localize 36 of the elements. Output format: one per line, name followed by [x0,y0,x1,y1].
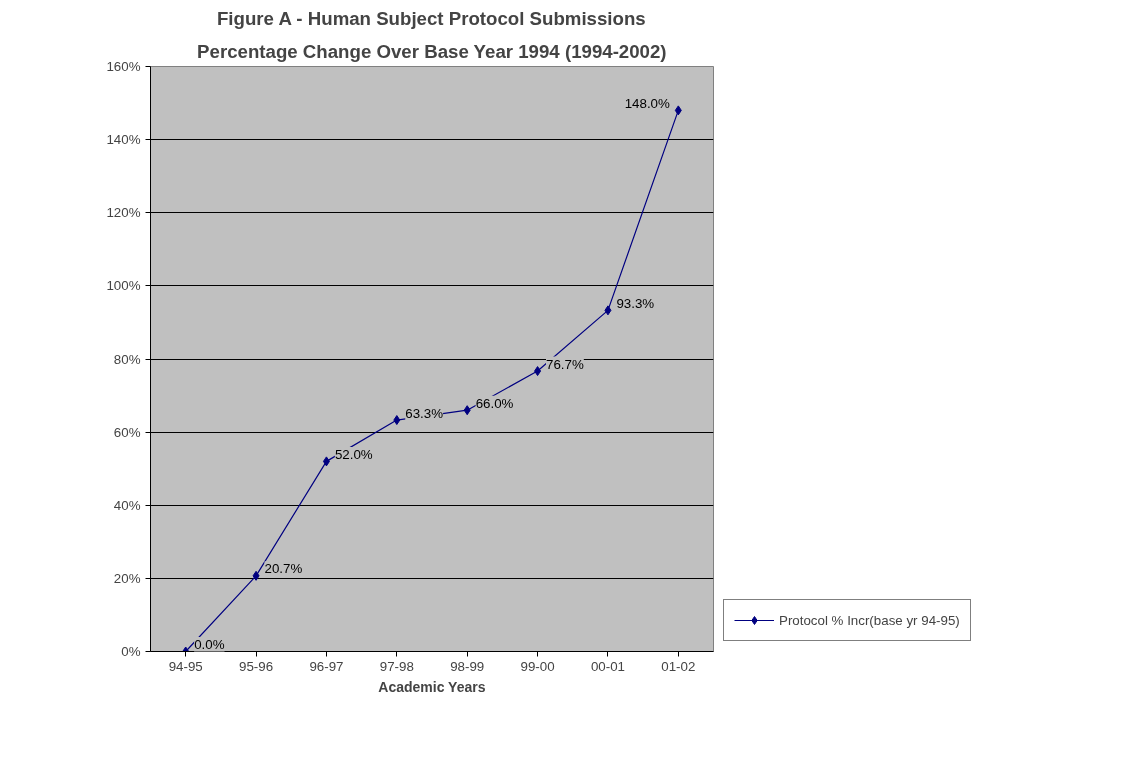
legend-label: Protocol % Incr(base yr 94-95) [779,612,960,628]
point [534,366,542,377]
x-tick-label: 97-98 [379,658,414,674]
x-tick-label: 95-96 [239,658,274,674]
y-tick-label: 120% [106,205,141,221]
y-tick-label: 0% [121,644,141,659]
data-label: 76.7% [546,356,584,372]
y-tick-label: 140% [106,132,141,148]
data-label: 66.0% [475,395,514,411]
y-tick-label: 100% [106,278,141,294]
data-label: 148.0% [624,95,671,111]
y-tick-label: 40% [113,497,141,513]
data-label: 20.7% [264,561,303,577]
x-tick-label: 96-97 [309,658,344,674]
x-tick-label: 98-99 [450,658,485,674]
data-label: 52.0% [334,446,373,462]
x-tick-label: 01-02 [661,658,696,674]
chart-title: Figure A - Human Subject Protocol Submissions [216,7,646,29]
x-tick-label: 00-01 [590,658,625,674]
x-tick-label: 99-00 [520,658,555,674]
chart-subtitle: Percentage Change Over Base Year 1994 (1994-2002) [197,40,667,62]
y-tick-label: 60% [113,424,141,440]
y-tick-label: 80% [113,351,141,367]
x-tick-label: 94-95 [168,658,203,674]
point [674,105,682,116]
x-axis-title: Academic Years [378,678,486,695]
point [322,456,330,467]
y-tick-label: 20% [113,570,141,586]
point [604,305,612,316]
y-tick-label: 160% [106,59,141,74]
data-label: 63.3% [405,405,444,421]
data-label: 93.3% [616,295,655,311]
point [463,405,471,416]
point [393,415,401,426]
data-label: 0.0% [194,637,225,652]
point [252,570,260,581]
